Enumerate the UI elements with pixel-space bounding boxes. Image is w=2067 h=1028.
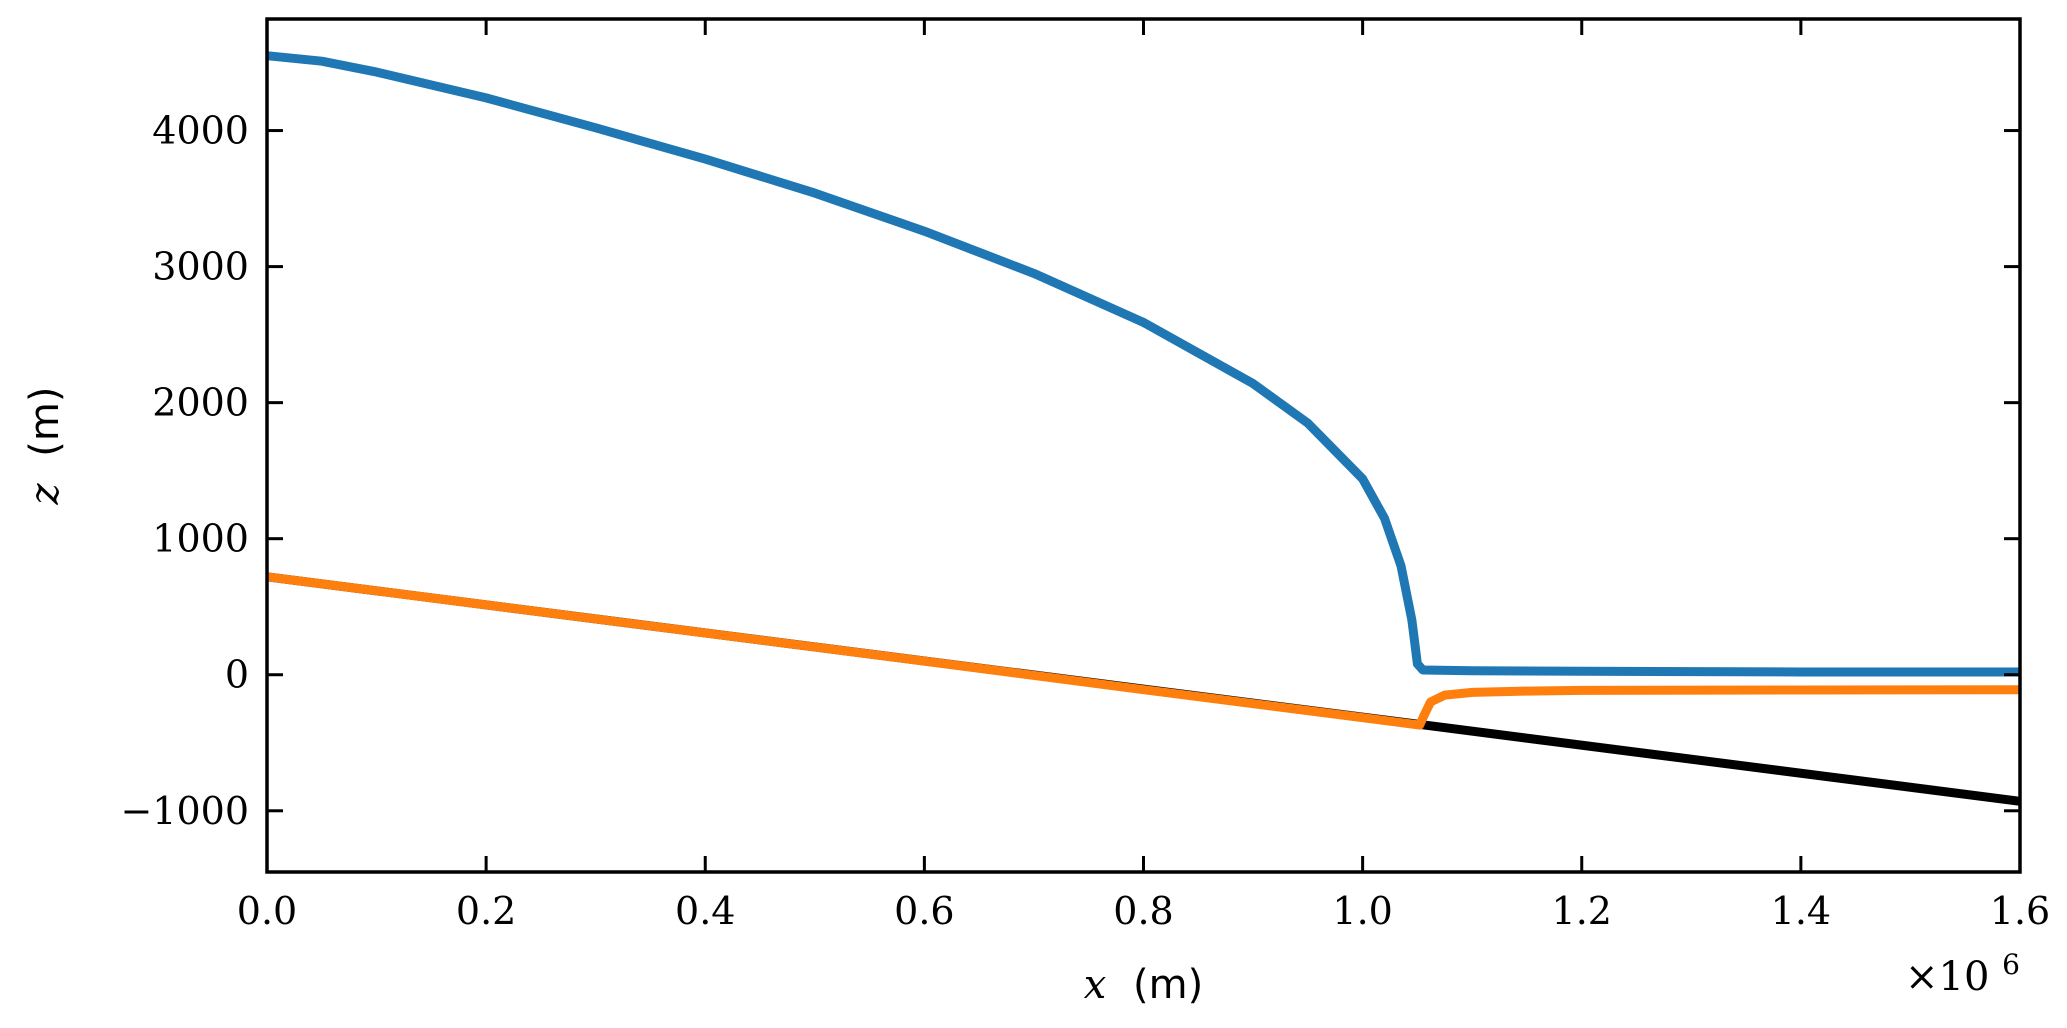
x-tick-label: 1.2 [1552,889,1612,933]
x-tick-label: 0.6 [894,889,954,933]
y-tick-label: 4000 [152,109,249,153]
x-multiplier-exponent: 6 [2002,948,2020,981]
x-axis-label: x (m) [1084,962,1203,1008]
y-tick-label: 1000 [152,517,249,561]
y-axis-label: z (m) [22,387,68,506]
x-axis-symbol: x [1084,962,1107,1008]
y-tick-labels: −1000 0 1000 2000 3000 4000 [120,109,249,833]
y-tick-label: 3000 [152,245,249,289]
x-tick-labels: 0.0 0.2 0.4 0.6 0.8 1.0 1.2 1.4 1.6 [237,889,2050,933]
tick-marks [265,19,2022,872]
x-tick-label: 1.6 [1990,889,2050,933]
series-line-2 [266,572,2021,730]
y-tick-label: 2000 [152,381,249,425]
x-axis-unit: (m) [1133,962,1203,1008]
x-tick-label: 0.4 [675,889,735,933]
y-tick-label: 0 [225,653,249,697]
x-tick-label: 0.8 [1113,889,1173,933]
x-tick-label: 1.0 [1332,889,1392,933]
y-axis-symbol: z [22,482,68,505]
series-layer [266,51,2021,806]
y-tick-label: −1000 [120,789,249,833]
x-axis-multiplier: ×10 6 [1905,948,2020,1000]
plot-frame [265,17,2022,874]
x-tick-label: 1.4 [1771,889,1831,933]
x-multiplier-base: ×10 [1905,954,1989,1000]
x-tick-label: 0.0 [237,889,297,933]
y-axis-unit: (m) [22,387,68,457]
series-line-1 [266,51,2020,677]
x-tick-label: 0.2 [456,889,516,933]
